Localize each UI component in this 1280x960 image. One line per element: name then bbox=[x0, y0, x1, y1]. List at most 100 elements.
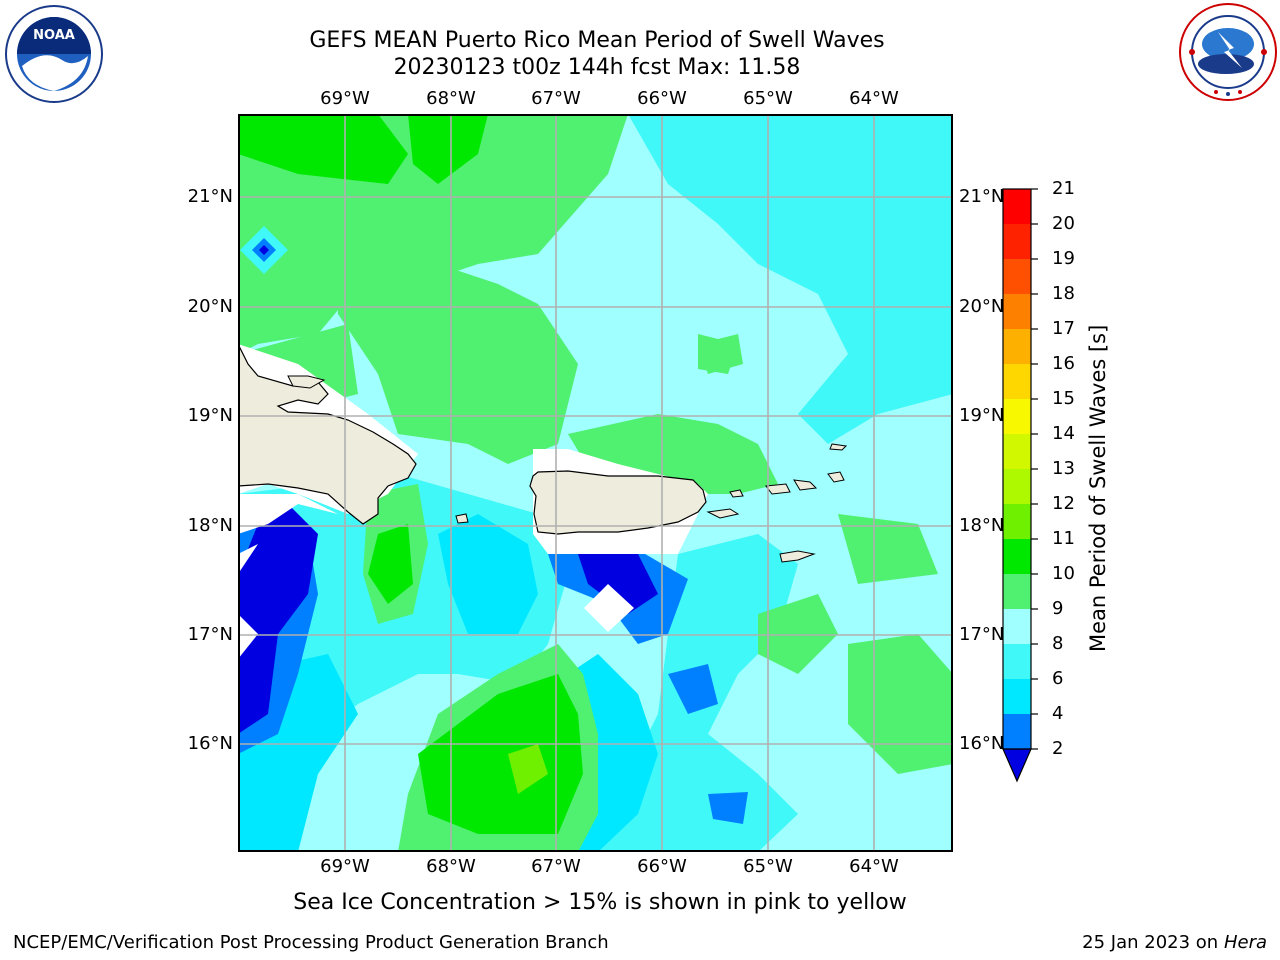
colorbar-title: Mean Period of Swell Waves [s] bbox=[1086, 324, 1110, 652]
swell-period-map bbox=[238, 114, 953, 852]
field-2-4s bbox=[668, 664, 718, 714]
lon-label-top: 68°W bbox=[426, 88, 476, 109]
lat-label-left: 19°N bbox=[187, 405, 233, 426]
tortuga-island bbox=[287, 375, 326, 389]
land-mask bbox=[238, 544, 258, 574]
footer-host: Hera bbox=[1223, 932, 1267, 953]
lon-label-top: 66°W bbox=[637, 88, 687, 109]
lon-label-bottom: 69°W bbox=[320, 856, 370, 877]
colorbar-tick-label: 11 bbox=[1052, 528, 1075, 549]
colorbar-level bbox=[1003, 539, 1031, 575]
mona-island bbox=[455, 513, 469, 524]
colorbar-level bbox=[1003, 329, 1031, 365]
field-under-2s bbox=[578, 554, 658, 614]
lat-label-right: 20°N bbox=[959, 296, 1005, 317]
lat-label-left: 17°N bbox=[187, 624, 233, 645]
footer-date: 25 Jan 2023 on bbox=[1082, 932, 1219, 953]
colorbar-tick-label: 6 bbox=[1052, 668, 1064, 689]
field-11-12s bbox=[508, 744, 548, 794]
field-10-11s bbox=[408, 114, 488, 184]
noaa-logo: NOAA bbox=[5, 5, 103, 103]
colorbar-level bbox=[1003, 364, 1031, 400]
map-gridlines bbox=[238, 114, 953, 852]
colorbar-tick-label: 10 bbox=[1052, 563, 1075, 584]
colorbar-tick-label: 17 bbox=[1052, 318, 1075, 339]
hispaniola-land bbox=[238, 343, 417, 525]
colorbar-level bbox=[1003, 294, 1031, 330]
colorbar-levels bbox=[1003, 189, 1031, 750]
field-10-11s bbox=[418, 674, 583, 834]
field-10-11s bbox=[238, 114, 408, 184]
colorbar-tick-label: 16 bbox=[1052, 353, 1075, 374]
st-john-island bbox=[793, 479, 818, 491]
title-line-1: GEFS MEAN Puerto Rico Mean Period of Swe… bbox=[309, 28, 885, 53]
colorbar-tick-label: 4 bbox=[1052, 703, 1064, 724]
colorbar bbox=[1002, 188, 1038, 783]
colorbar-level bbox=[1003, 399, 1031, 435]
colorbar-level bbox=[1003, 574, 1031, 610]
sea-ice-caption: Sea Ice Concentration > 15% is shown in … bbox=[293, 890, 907, 915]
vieques-island bbox=[706, 508, 740, 519]
footer-credit: NCEP/EMC/Verification Post Processing Pr… bbox=[13, 932, 609, 953]
colorbar-tick-label: 19 bbox=[1052, 248, 1075, 269]
title-line-2: 20230123 t00z 144h fcst Max: 11.58 bbox=[393, 55, 801, 80]
colorbar-level bbox=[1003, 259, 1031, 295]
lat-label-right: 21°N bbox=[959, 186, 1005, 207]
field-9-10s bbox=[338, 264, 578, 464]
colorbar-tick-label: 8 bbox=[1052, 633, 1064, 654]
colorbar-level bbox=[1003, 679, 1031, 715]
lon-label-top: 64°W bbox=[849, 88, 899, 109]
nws-logo bbox=[1179, 3, 1277, 101]
colorbar-tick-label: 13 bbox=[1052, 458, 1075, 479]
colorbar-underflow-triangle bbox=[1002, 748, 1032, 783]
colorbar-level bbox=[1003, 469, 1031, 505]
lat-label-right: 18°N bbox=[959, 515, 1005, 536]
colorbar-tick-label: 9 bbox=[1052, 598, 1064, 619]
st-thomas-island bbox=[765, 483, 791, 495]
footer-timestamp: 25 Jan 2023 on Hera bbox=[1082, 932, 1267, 953]
lat-label-left: 20°N bbox=[187, 296, 233, 317]
lat-label-left: 16°N bbox=[187, 733, 233, 754]
lon-label-bottom: 68°W bbox=[426, 856, 476, 877]
field-10-11s bbox=[368, 524, 413, 604]
lat-label-right: 17°N bbox=[959, 624, 1005, 645]
lon-label-bottom: 64°W bbox=[849, 856, 899, 877]
field-4-6s bbox=[438, 514, 538, 634]
lon-label-bottom: 65°W bbox=[743, 856, 793, 877]
colorbar-tick-label: 20 bbox=[1052, 213, 1075, 234]
land-mask bbox=[238, 494, 338, 534]
field-under-2s bbox=[238, 504, 318, 734]
colorbar-tick-label: 12 bbox=[1052, 493, 1075, 514]
st-croix-island bbox=[779, 550, 816, 563]
field-2-4s bbox=[708, 792, 748, 824]
colorbar-tick-label: 21 bbox=[1052, 178, 1075, 199]
land-mask bbox=[584, 584, 634, 632]
anegada-island bbox=[829, 443, 848, 451]
colorbar-ticks bbox=[1031, 188, 1038, 750]
lat-label-left: 18°N bbox=[187, 515, 233, 536]
lon-label-bottom: 67°W bbox=[531, 856, 581, 877]
lat-label-right: 19°N bbox=[959, 405, 1005, 426]
culebra-island bbox=[729, 489, 744, 498]
colorbar-tick-label: 2 bbox=[1052, 738, 1064, 759]
colorbar-tick-label: 15 bbox=[1052, 388, 1075, 409]
field-9-10s bbox=[698, 334, 738, 374]
colorbar-tick-label: 18 bbox=[1052, 283, 1075, 304]
colorbar-level bbox=[1003, 609, 1031, 645]
field-under-2s bbox=[259, 245, 269, 255]
lat-label-right: 16°N bbox=[959, 733, 1005, 754]
map-border bbox=[238, 114, 953, 852]
colorbar-level bbox=[1003, 504, 1031, 540]
field-9-10s bbox=[838, 514, 938, 584]
colorbar-level bbox=[1003, 714, 1031, 750]
noaa-logo-text: NOAA bbox=[33, 28, 75, 43]
lon-label-bottom: 66°W bbox=[637, 856, 687, 877]
virgin-gorda-island bbox=[827, 471, 845, 483]
colorbar-level bbox=[1003, 434, 1031, 470]
lon-label-top: 69°W bbox=[320, 88, 370, 109]
colorbar-tick-label: 14 bbox=[1052, 423, 1075, 444]
colorbar-level bbox=[1003, 224, 1031, 260]
colorbar-level bbox=[1003, 189, 1031, 225]
land-mask bbox=[238, 614, 258, 659]
lat-label-left: 21°N bbox=[187, 186, 233, 207]
